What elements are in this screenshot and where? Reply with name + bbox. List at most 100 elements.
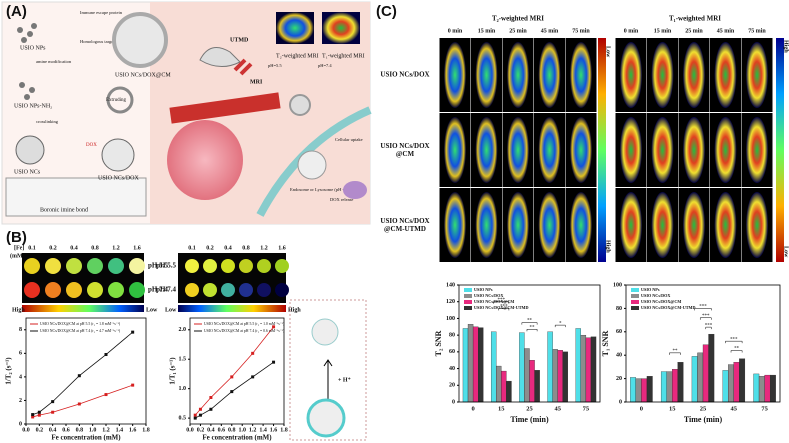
data-point <box>77 402 81 406</box>
mri-image <box>444 117 466 183</box>
bar <box>490 331 497 403</box>
scale-label: Low <box>146 307 158 313</box>
significance-bracket <box>699 317 712 320</box>
legend-label: USIO NCs/DOX@CM-UTMD <box>474 305 529 310</box>
x-tick-label: 0 <box>471 405 474 412</box>
concentration-label: 1.6 <box>133 245 141 251</box>
legend-label: USIO NCs/DOX@CM at pH 5.5 (r₁ = 1.0 mM⁻¹… <box>204 322 285 326</box>
panel-label: (C) <box>376 3 397 20</box>
mri-thumbnail <box>322 12 360 44</box>
magnet <box>233 58 253 76</box>
data-point <box>193 416 197 420</box>
x-tick-label: 25 <box>526 405 533 412</box>
well <box>87 258 103 274</box>
well <box>24 282 40 298</box>
row-label: USIO NCs/DOX @CM <box>380 141 429 157</box>
legend-label: USIO NPs <box>474 287 493 292</box>
bar <box>660 371 667 403</box>
y-tick-label: 6 <box>19 351 22 357</box>
y-tick-label: 100 <box>613 282 622 288</box>
label: UTMD <box>230 37 249 43</box>
well <box>87 282 103 298</box>
significance-bracket <box>498 308 510 311</box>
label: amine modification <box>36 59 72 64</box>
well <box>203 283 217 297</box>
x-tick-label: 1.8 <box>280 427 288 433</box>
y-axis-label: T₂ SNR <box>434 330 443 356</box>
phantom-t2 <box>22 253 144 303</box>
legend-swatch <box>631 306 639 310</box>
mri-title: T₂-weighted MRI <box>492 15 544 23</box>
bar <box>585 337 592 403</box>
concentration-label: 0.1 <box>28 245 36 251</box>
panel-label: (B) <box>6 229 27 246</box>
data-point <box>198 407 202 411</box>
bar <box>702 344 709 403</box>
legend-swatch <box>631 300 639 304</box>
label: USIO NPs <box>20 45 46 51</box>
label: T₁-weighted MRI <box>322 53 365 59</box>
row-label: pH 7.4 <box>156 286 176 294</box>
well <box>203 259 217 273</box>
mri-image <box>570 192 592 258</box>
concentration-label: 0.2 <box>49 245 57 251</box>
bar <box>557 350 563 403</box>
mri-image <box>746 42 768 108</box>
legend-label: USIO NCs/DOX@CM at pH 5.5 (r₂ = 1.8 mM⁻¹… <box>40 322 121 326</box>
time-label: 45 min <box>541 28 559 34</box>
well <box>221 283 235 297</box>
data-point <box>104 393 108 397</box>
scale-label: Low <box>165 307 177 313</box>
mechanism-box <box>289 299 367 441</box>
mri-image <box>651 42 674 108</box>
mri-image <box>475 117 498 183</box>
bar <box>677 362 684 403</box>
bar <box>590 336 597 403</box>
label: crosslinking <box>36 119 59 124</box>
bar <box>467 324 474 403</box>
nanocluster <box>15 135 45 165</box>
bar <box>666 371 673 403</box>
label: USIO NCs/DOX@CM <box>115 72 171 78</box>
time-label: 25 min <box>509 28 527 34</box>
row-label: USIO NCs/DOX <box>380 71 429 79</box>
mri-image <box>620 42 642 108</box>
legend-swatch <box>464 300 472 304</box>
y-tick-label: 60 <box>616 329 622 335</box>
concentration-label: 1.6 <box>278 245 286 251</box>
endosome <box>297 150 327 180</box>
y-axis-label: 1/T₁ (s⁻¹) <box>169 357 177 385</box>
significance-label: * <box>559 321 562 326</box>
bar <box>733 362 740 403</box>
bar <box>534 370 540 403</box>
x-tick-label: 45 <box>554 405 561 412</box>
data-point <box>198 413 202 417</box>
mri-image <box>538 42 561 108</box>
x-tick-label: 75 <box>761 405 768 412</box>
significance-label: ** <box>527 319 533 324</box>
row-label: pH 5.5 <box>148 262 168 270</box>
time-label: 75 min <box>572 28 590 34</box>
colorbar <box>598 38 606 262</box>
well <box>239 283 253 297</box>
data-point <box>193 413 197 417</box>
label: pH=5.5 <box>268 63 282 68</box>
bar <box>764 374 771 403</box>
bar <box>769 374 776 403</box>
well <box>66 258 82 274</box>
colorbar <box>178 305 286 312</box>
bar <box>547 331 553 403</box>
significance-label: *** <box>730 337 738 342</box>
label: USIO NCs <box>14 169 41 175</box>
bar <box>739 358 746 403</box>
well <box>129 258 145 274</box>
significance-bracket <box>730 350 743 353</box>
label: DOX release <box>330 197 353 202</box>
colorbar <box>776 38 784 262</box>
data-point <box>209 396 213 399</box>
significance-bracket <box>694 308 712 311</box>
time-label: 0 min <box>624 28 639 34</box>
legend-label: USIO NPs <box>641 287 660 292</box>
label: MRI <box>250 79 263 85</box>
panel-c: (C) T₂-weighted MRI T₁-weighted MRI Low … <box>376 3 789 262</box>
